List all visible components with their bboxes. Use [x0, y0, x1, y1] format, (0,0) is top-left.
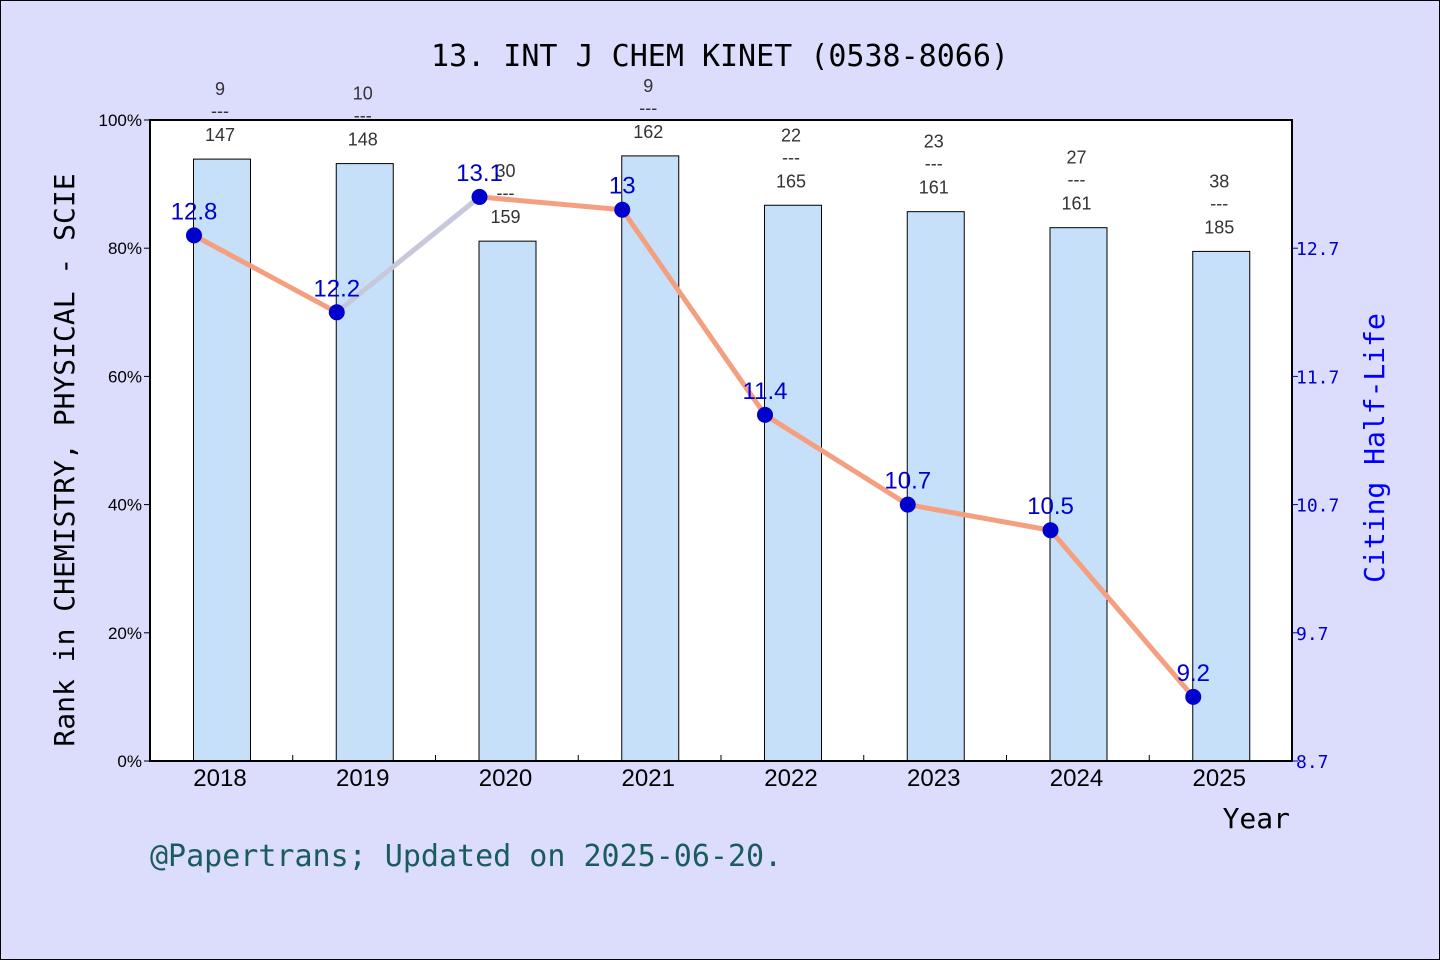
right-tick-label-4: 12.7 — [1296, 239, 1339, 260]
rank-total-2021: 162 — [633, 122, 663, 142]
half-life-line — [191, 194, 1196, 700]
rank-separator-2025: --- — [1210, 193, 1228, 213]
left-tick-label-0: 0% — [117, 752, 142, 771]
right-axis-ticks: 8.7 9.7 10.7 11.7 12.7 — [1292, 239, 1339, 773]
marker-2024 — [1042, 522, 1059, 539]
half-life-label-2020: 13.1 — [456, 160, 503, 187]
rank-total-2022: 165 — [776, 171, 806, 191]
half-life-label-2019: 12.2 — [313, 275, 360, 302]
bar-2024 — [1049, 227, 1108, 762]
x-tick-label-2020: 2020 — [479, 765, 532, 792]
marker-2018 — [186, 227, 202, 244]
half-life-label-2021: 13 — [609, 173, 636, 200]
rank-number-2018: 9 — [215, 79, 225, 99]
x-tick-label-2024: 2024 — [1050, 765, 1103, 792]
line-segment-2022-2023 — [762, 412, 911, 508]
marker-2020 — [471, 188, 488, 205]
marker-2019 — [328, 304, 345, 321]
right-tick-label-0: 8.7 — [1296, 752, 1329, 773]
right-tick-label-2: 10.7 — [1296, 496, 1339, 517]
marker-2023 — [899, 496, 916, 513]
bar-2020 — [478, 240, 537, 762]
rank-number-2023: 23 — [924, 132, 944, 152]
half-life-label-2018: 12.8 — [171, 198, 218, 225]
line-segment-2024-2025 — [1048, 527, 1196, 700]
rank-separator-2024: --- — [1068, 170, 1086, 190]
marker-2022 — [757, 406, 773, 423]
rank-total-2020: 159 — [490, 207, 520, 227]
rank-separator-2019: --- — [354, 106, 372, 126]
right-tick-label-1: 9.7 — [1296, 624, 1329, 645]
line-segment-2023-2024 — [905, 502, 1053, 533]
rank-total-2023: 161 — [919, 178, 949, 198]
plot-area — [150, 120, 1292, 761]
left-tick-label-2: 40% — [108, 496, 142, 515]
x-axis-ticks: 2018 2019 2020 2021 2022 2023 2024 2025 — [149, 755, 1293, 792]
rank-number-2025: 38 — [1209, 171, 1229, 191]
rank-total-2025: 185 — [1204, 217, 1234, 237]
rank-separator-2022: --- — [782, 147, 800, 167]
marker-2025 — [1185, 688, 1202, 705]
rank-total-2019: 148 — [348, 130, 378, 150]
rank-number-2020: 30 — [495, 161, 515, 181]
x-tick-label-2023: 2023 — [907, 765, 960, 792]
x-tick-label-2022: 2022 — [764, 765, 817, 792]
left-tick-label-3: 60% — [108, 367, 142, 386]
left-tick-label-5: 100% — [99, 111, 142, 130]
left-tick-label-4: 80% — [108, 239, 142, 258]
line-segment-2018-2019 — [191, 232, 340, 315]
x-tick-label-2021: 2021 — [622, 765, 675, 792]
rank-separator-2023: --- — [925, 154, 943, 174]
x-tick-label-2025: 2025 — [1193, 765, 1246, 792]
half-life-label-2024: 10.5 — [1027, 493, 1074, 520]
half-life-labels: 12.8 12.2 13.1 13 11.4 10.7 10.5 9.2 — [171, 160, 1210, 687]
footer-credit: @Papertrans; Updated on 2025-06-20. — [150, 839, 782, 874]
marker-2021 — [614, 201, 631, 218]
rank-number-2024: 27 — [1066, 148, 1086, 168]
half-life-markers — [186, 188, 1202, 705]
right-tick-label-3: 11.7 — [1296, 367, 1339, 388]
y-axis-label-left: Rank in CHEMISTRY, PHYSICAL - SCIE — [48, 173, 81, 746]
rank-total-2018: 147 — [205, 125, 235, 145]
rank-separator-2018: --- — [211, 101, 229, 121]
line-segment-2020-2021 — [477, 194, 625, 213]
chart-title: 13. INT J CHEM KINET (0538-8066) — [431, 39, 1009, 74]
bar-2022 — [764, 204, 822, 762]
line-segment-overlay-2019 — [405, 194, 482, 258]
bar-series — [193, 155, 1251, 762]
half-life-label-2025: 9.2 — [1177, 660, 1210, 687]
left-tick-label-1: 20% — [108, 624, 142, 643]
bar-2021 — [621, 155, 680, 762]
x-axis-label: Year — [1223, 802, 1290, 835]
rank-number-2021: 9 — [643, 76, 653, 96]
half-life-label-2022: 11.4 — [743, 378, 788, 405]
half-life-label-2023: 10.7 — [884, 468, 931, 495]
x-tick-label-2019: 2019 — [336, 765, 389, 792]
bar-2019 — [335, 163, 394, 762]
line-segment-2021-2022 — [619, 207, 768, 418]
rank-total-2024: 161 — [1061, 194, 1091, 214]
x-tick-label-2018: 2018 — [193, 765, 246, 792]
y-axis-label-right: Citing Half-Life — [1358, 313, 1391, 583]
rank-number-2022: 22 — [781, 125, 801, 145]
rank-number-2019: 10 — [353, 84, 373, 104]
rank-separator-2021: --- — [639, 98, 657, 118]
left-axis-ticks: 0% 20% 40% 60% 80% 100% — [99, 111, 150, 771]
